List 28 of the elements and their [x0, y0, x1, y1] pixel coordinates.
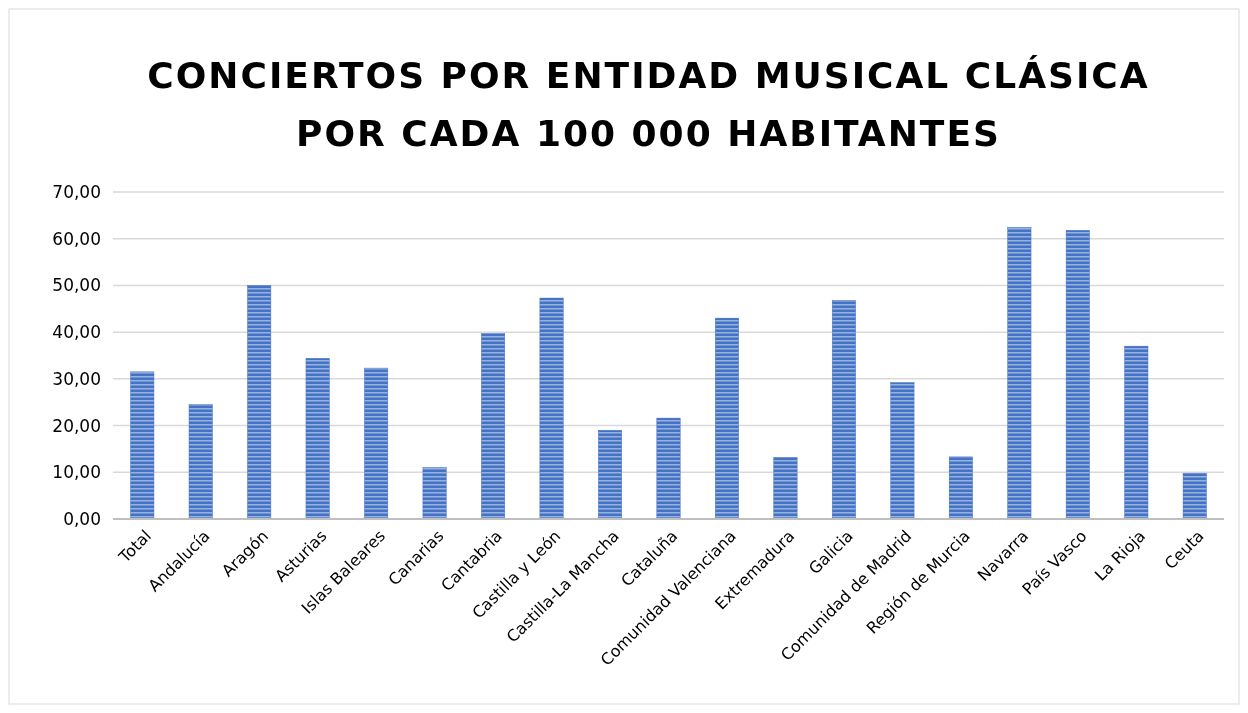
chart-title: CONCIERTOS POR ENTIDAD MUSICAL CLÁSICA POR CADA 100 000 HABITANTES — [147, 55, 1150, 154]
bar — [948, 456, 973, 520]
bar — [890, 382, 915, 520]
bar — [1065, 230, 1090, 520]
y-tick-label: 20,00 — [52, 415, 101, 436]
bar — [1007, 227, 1032, 520]
y-tick-label: 10,00 — [52, 462, 101, 483]
bar — [715, 317, 739, 520]
bar — [481, 333, 506, 520]
y-tick-label: 0,00 — [63, 508, 101, 529]
bar — [188, 404, 213, 520]
bar — [130, 371, 155, 520]
bar — [831, 300, 856, 520]
bar — [656, 417, 681, 520]
bar — [1124, 345, 1149, 520]
bar — [1182, 472, 1207, 520]
bar — [247, 285, 272, 520]
bar — [422, 467, 447, 520]
bar — [305, 358, 330, 520]
bar — [598, 429, 622, 520]
y-tick-label: 40,00 — [52, 322, 101, 343]
y-tick-label: 60,00 — [52, 228, 101, 249]
bar — [773, 457, 798, 520]
y-tick-label: 50,00 — [52, 275, 101, 296]
bar — [539, 297, 564, 520]
y-tick-label: 30,00 — [52, 368, 101, 389]
y-tick-label: 70,00 — [52, 181, 101, 202]
bar — [364, 367, 389, 520]
